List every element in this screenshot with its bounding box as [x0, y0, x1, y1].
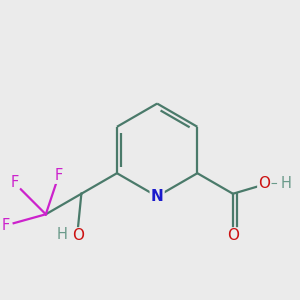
Text: N: N [151, 189, 164, 204]
Text: F: F [10, 176, 19, 190]
Text: H: H [56, 227, 67, 242]
Text: O: O [227, 228, 239, 243]
Text: O: O [72, 228, 84, 243]
Text: F: F [2, 218, 10, 232]
Text: F: F [54, 168, 62, 183]
Text: H: H [281, 176, 292, 190]
Text: O: O [258, 176, 270, 190]
